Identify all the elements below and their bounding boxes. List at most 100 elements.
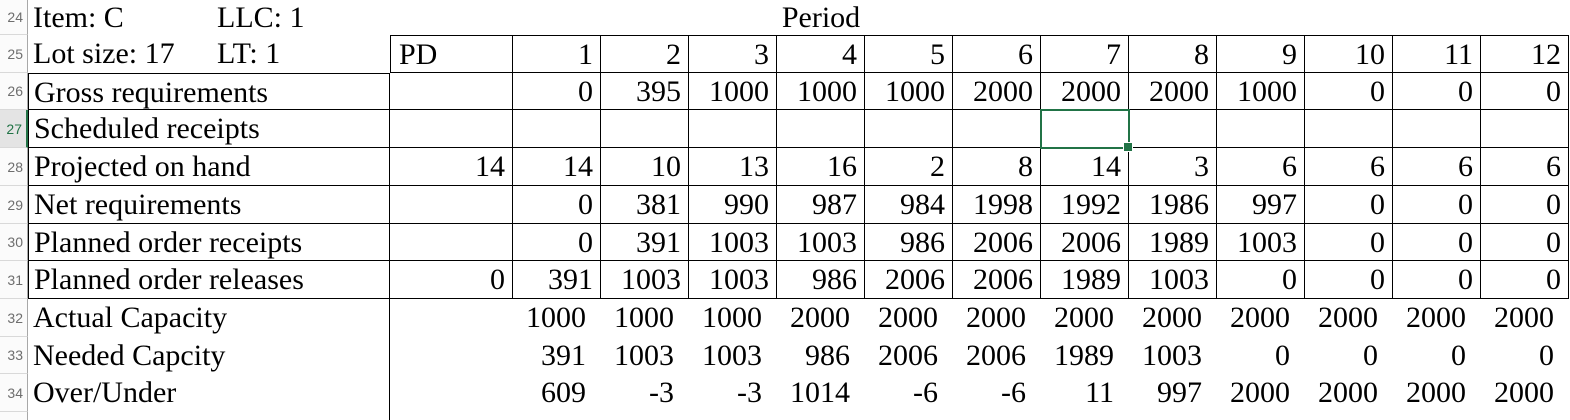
cell[interactable]: 2000 [1054,301,1114,334]
row-header-26[interactable]: 26 [0,73,28,110]
row-header-25[interactable]: 25 [0,35,28,73]
cell-pd[interactable]: 14 [390,148,513,186]
row-label-gross-requirements[interactable]: Gross requirements [28,73,390,110]
row-label-projected-on-hand[interactable]: Projected on hand [28,148,390,186]
cell[interactable]: 0 [1305,224,1393,261]
cell[interactable]: 391 [541,339,586,372]
row-header-31[interactable]: 31 [0,261,28,299]
cell[interactable]: 1003 [614,339,674,372]
cell[interactable]: 0 [1539,339,1554,372]
cell[interactable]: -6 [913,376,938,409]
row-label-net-requirements[interactable]: Net requirements [28,186,390,224]
cell[interactable]: 1000 [702,301,762,334]
cell[interactable] [777,110,865,148]
cell[interactable]: 2006 [953,261,1041,299]
cell[interactable]: 14 [1041,148,1129,186]
cell[interactable] [865,110,953,148]
cell[interactable]: 6 [1305,148,1393,186]
cell[interactable]: 0 [1393,186,1481,224]
cell[interactable]: 0 [1217,261,1305,299]
cell[interactable] [1217,110,1305,148]
cell[interactable]: 0 [1305,73,1393,110]
cell[interactable]: 1989 [1129,224,1217,261]
period-column-header-4[interactable]: 4 [777,35,865,73]
cell[interactable]: 2000 [1142,301,1202,334]
cell[interactable]: 2006 [878,339,938,372]
pd-column-header[interactable]: PD [390,35,513,73]
period-column-header-12[interactable]: 12 [1481,35,1569,73]
cell[interactable]: 1000 [526,301,586,334]
cell[interactable] [953,110,1041,148]
cell-pd[interactable] [390,186,513,224]
cell[interactable]: 2006 [953,224,1041,261]
llc-label[interactable]: LLC: 1 [217,1,305,34]
row-header-29[interactable]: 29 [0,186,28,224]
cell[interactable]: 1000 [777,73,865,110]
cell[interactable]: 2006 [1041,224,1129,261]
cell-pd[interactable]: 0 [390,261,513,299]
cell[interactable]: 0 [1305,186,1393,224]
cell[interactable]: 0 [1275,339,1290,372]
cell[interactable]: 2000 [1494,301,1554,334]
cell[interactable]: 1014 [790,376,850,409]
cell[interactable]: 1989 [1041,261,1129,299]
cell[interactable]: 2 [865,148,953,186]
cell[interactable]: 11 [1085,376,1114,409]
row-header-34[interactable]: 34 [0,374,28,412]
cell[interactable] [689,110,777,148]
cell[interactable]: 1003 [1142,339,1202,372]
cell[interactable]: 997 [1217,186,1305,224]
cell[interactable]: 0 [513,186,601,224]
cell[interactable]: 6 [1481,148,1569,186]
cell[interactable] [513,110,601,148]
cell[interactable]: 0 [1451,339,1466,372]
cell[interactable]: 391 [601,224,689,261]
cell[interactable]: -6 [1001,376,1026,409]
cell[interactable]: 1000 [865,73,953,110]
cell[interactable]: -3 [649,376,674,409]
cell[interactable]: 0 [1481,261,1569,299]
period-column-header-8[interactable]: 8 [1129,35,1217,73]
period-title[interactable]: Period [781,1,861,34]
cell[interactable]: 0 [1305,261,1393,299]
period-column-header-1[interactable]: 1 [513,35,601,73]
cell[interactable]: 13 [689,148,777,186]
cell[interactable] [1305,110,1393,148]
cell[interactable]: 0 [1393,224,1481,261]
cell[interactable]: 2000 [790,301,850,334]
cell[interactable]: 0 [513,73,601,110]
cell[interactable]: 1003 [689,224,777,261]
period-column-header-3[interactable]: 3 [689,35,777,73]
cell[interactable]: 2000 [1318,376,1378,409]
period-column-header-9[interactable]: 9 [1217,35,1305,73]
cell[interactable]: 986 [805,339,850,372]
cell[interactable]: 16 [777,148,865,186]
cell[interactable]: 1003 [1217,224,1305,261]
cell-pd[interactable] [390,73,513,110]
cell[interactable]: 0 [513,224,601,261]
item-label[interactable]: Item: C [33,1,124,34]
lot-size-label[interactable]: Lot size: 17 [33,37,175,70]
cell[interactable] [1481,110,1569,148]
cell[interactable]: 2000 [953,73,1041,110]
period-column-header-7[interactable]: 7 [1041,35,1129,73]
row-label-actual-capacity[interactable]: Actual Capacity [28,299,390,337]
row-label-needed-capcity[interactable]: Needed Capcity [28,337,390,374]
cell[interactable]: 1000 [689,73,777,110]
cell[interactable]: 1992 [1041,186,1129,224]
period-column-header-2[interactable]: 2 [601,35,689,73]
cell[interactable]: 2000 [1494,376,1554,409]
cell-pd[interactable] [390,110,513,148]
cell[interactable]: 990 [689,186,777,224]
cell[interactable]: 2000 [1230,301,1290,334]
cell[interactable]: 3 [1129,148,1217,186]
cell[interactable]: 997 [1157,376,1202,409]
cell[interactable]: 0 [1481,73,1569,110]
period-column-header-10[interactable]: 10 [1305,35,1393,73]
cell[interactable]: 14 [513,148,601,186]
row-header-24[interactable]: 24 [0,0,28,35]
cell[interactable]: 2000 [878,301,938,334]
cell[interactable] [1129,110,1217,148]
cell[interactable] [601,110,689,148]
period-column-header-5[interactable]: 5 [865,35,953,73]
